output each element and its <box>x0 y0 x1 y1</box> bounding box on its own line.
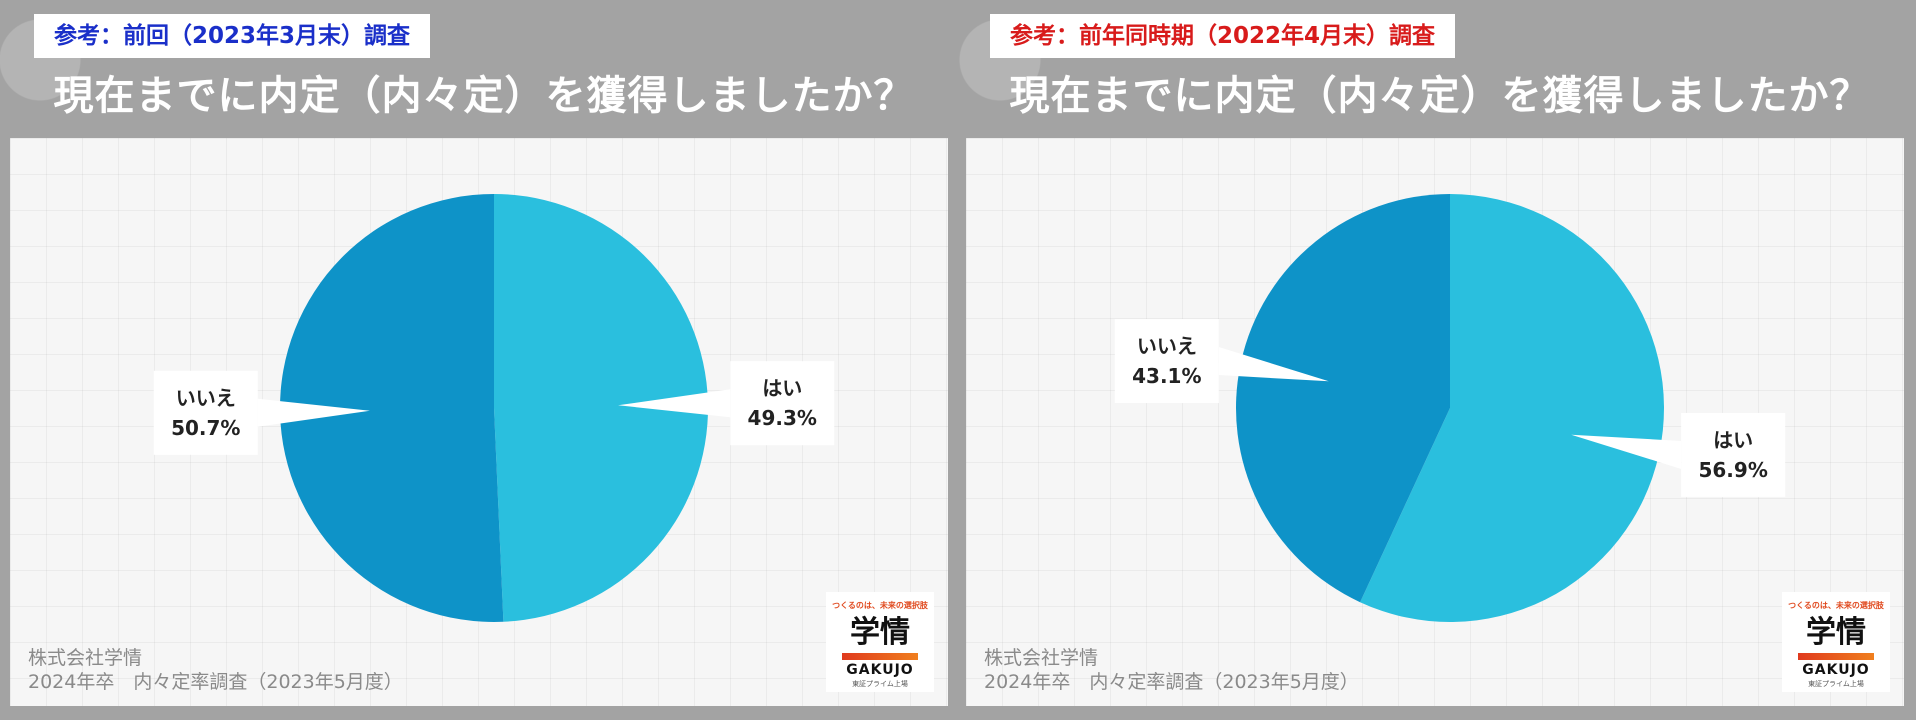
source-company: 株式会社学情 <box>984 647 1099 669</box>
slice-category-label: いいえ <box>1137 334 1197 358</box>
question-heading: 現在までに内定（内々定）を獲得しましたか？ <box>1009 73 1871 119</box>
slice-category-label: いいえ <box>176 386 236 410</box>
pie-slice-no <box>1236 194 1450 603</box>
logo-tagline: つくるのは、未来の選択肢 <box>1788 601 1884 610</box>
logo-bar <box>842 653 918 660</box>
logo-tagline: つくるのは、未来の選択肢 <box>832 601 928 610</box>
slice-callout-no: いいえ 43.1% <box>1114 319 1329 404</box>
source-note: 株式会社学情 2024年卒 内々定率調査（2023年5月度） <box>28 646 403 694</box>
slice-category-label: はい <box>1713 428 1753 452</box>
question-heading: 現在までに内定（内々定）を獲得しましたか？ <box>53 73 915 119</box>
source-note: 株式会社学情 2024年卒 内々定率調査（2023年5月度） <box>984 646 1359 694</box>
callout-box <box>153 370 258 455</box>
logo-mark: 学情 <box>850 615 910 650</box>
callout-box <box>1114 319 1219 404</box>
pie-chart: はい 49.3% いいえ 50.7% <box>153 194 835 622</box>
slice-percent-label: 50.7% <box>171 416 240 440</box>
logo-subtext: 東証プライム上場 <box>1808 680 1864 688</box>
logo-wordmark: GAKUJO <box>1802 662 1870 678</box>
callout-box <box>730 361 835 446</box>
chart-card: はい 49.3% いいえ 50.7% 株式会社学情 2024年卒 内々定率調査（202… <box>10 138 948 706</box>
slice-callout-no: いいえ 50.7% <box>153 370 370 455</box>
source-survey: 2024年卒 内々定率調査（2023年5月度） <box>984 671 1359 693</box>
chart-card: はい 56.9% いいえ 43.1% 株式会社学情 2024年卒 内々定率調査（202… <box>966 138 1904 706</box>
slice-percent-label: 43.1% <box>1132 364 1201 388</box>
pie-slice-no <box>280 194 504 622</box>
pie-chart: はい 56.9% いいえ 43.1% <box>1114 194 1786 622</box>
logo-wordmark: GAKUJO <box>846 662 914 678</box>
pie-slice-yes <box>1360 194 1664 622</box>
slice-callout-yes: はい 56.9% <box>1571 412 1786 497</box>
pie-slice-yes <box>494 194 709 622</box>
survey-tag: 参考：前年同時期（2022年4月末）調査 <box>990 14 1456 58</box>
chart-panel-previous: 参考：前回（2023年3月末）調査 現在までに内定（内々定）を獲得しましたか？ … <box>10 0 958 720</box>
chart-panel-last-year: 参考：前年同時期（2022年4月末）調査 現在までに内定（内々定）を獲得しました… <box>966 0 1914 720</box>
survey-tag: 参考：前回（2023年3月末）調査 <box>34 14 431 58</box>
logo-subtext: 東証プライム上場 <box>852 680 908 688</box>
gakujo-logo: つくるのは、未来の選択肢 学情 GAKUJO 東証プライム上場 <box>826 592 934 692</box>
callout-pointer <box>618 389 731 418</box>
slice-callout-yes: はい 49.3% <box>618 361 835 446</box>
logo-mark: 学情 <box>1806 615 1866 650</box>
callout-box <box>1681 412 1786 497</box>
slice-percent-label: 56.9% <box>1698 458 1767 482</box>
source-company: 株式会社学情 <box>28 647 143 669</box>
gakujo-logo: つくるのは、未来の選択肢 学情 GAKUJO 東証プライム上場 <box>1782 592 1890 692</box>
callout-pointer <box>257 398 370 427</box>
source-survey: 2024年卒 内々定率調査（2023年5月度） <box>28 671 403 693</box>
logo-bar <box>1798 653 1874 660</box>
slice-category-label: はい <box>762 376 802 400</box>
slice-percent-label: 49.3% <box>748 406 817 430</box>
